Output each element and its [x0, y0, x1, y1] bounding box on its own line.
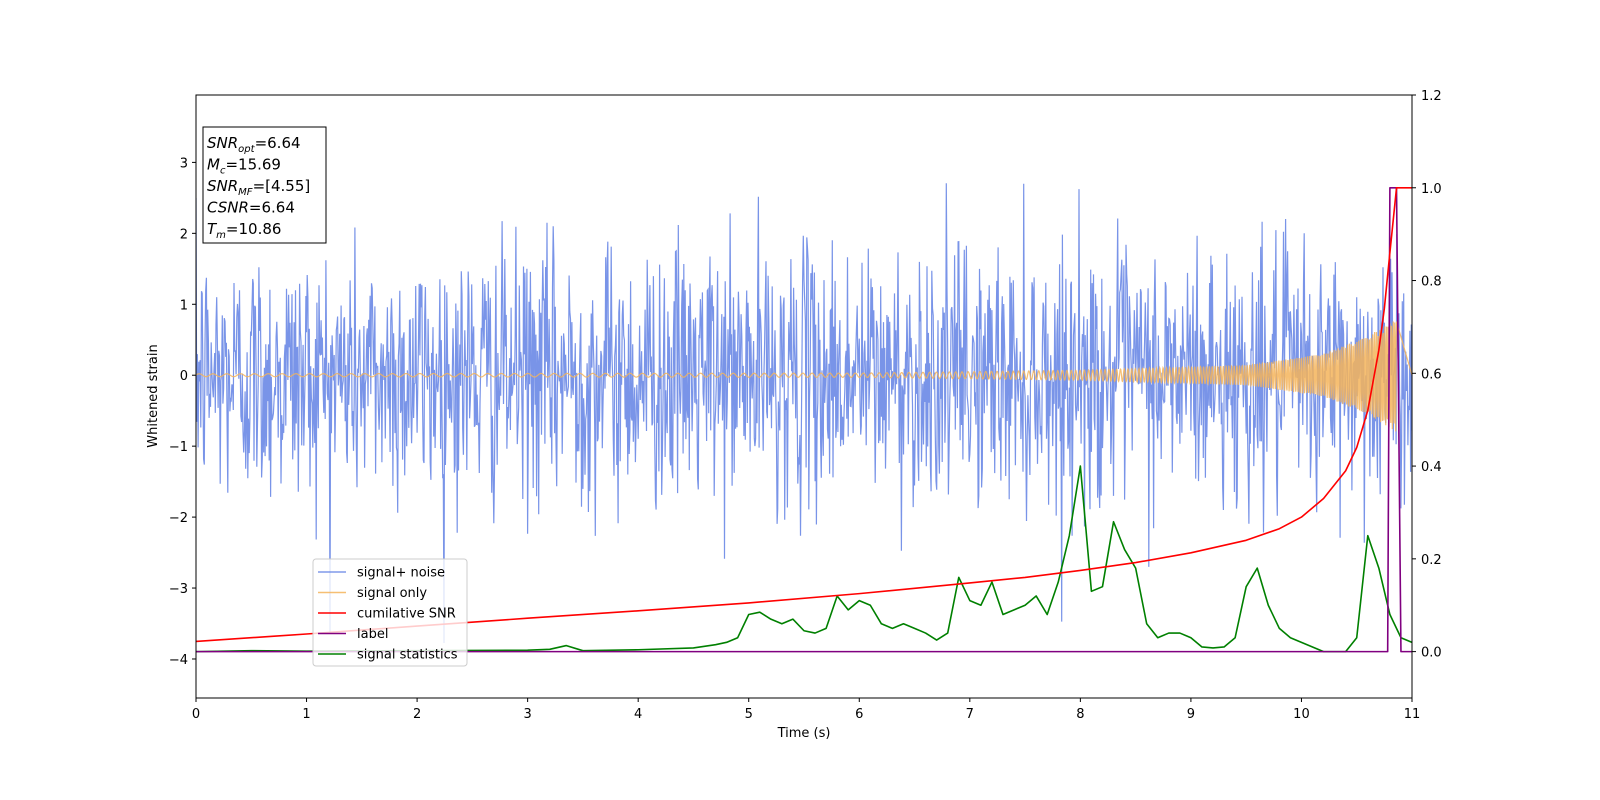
y2-tick-label: 0.6 — [1421, 367, 1442, 382]
series-line-label — [196, 186, 1412, 653]
x-tick-label: 5 — [745, 707, 753, 722]
plot-frame — [195, 94, 1413, 699]
x-tick-label: 4 — [634, 707, 642, 722]
x-tick-label: 0 — [192, 707, 200, 722]
y-tick-label: −4 — [169, 653, 188, 668]
series-line-signal-statistics — [196, 465, 1412, 653]
info-box: SNRopt=6.64Mc=15.69SNRMF=[4.55]CSNR=6.64… — [202, 126, 327, 244]
y2-tick-label: 0.8 — [1421, 275, 1442, 290]
info-line: Tm=10.86 — [207, 220, 281, 241]
info-line: CSNR=6.64 — [207, 199, 295, 217]
info-line: SNRopt=6.64 — [207, 134, 301, 155]
y-tick-label: 1 — [180, 298, 188, 313]
legend-label: signal only — [357, 586, 427, 601]
legend-label: label — [357, 627, 388, 642]
x-tick-label: 3 — [523, 707, 531, 722]
x-tick-label: 11 — [1404, 707, 1421, 722]
y-tick-label: −1 — [169, 440, 188, 455]
legend-label: signal+ noise — [357, 566, 445, 581]
y-tick-label: 0 — [180, 369, 188, 384]
y-axis-label: Whitened strain — [146, 344, 161, 447]
y-tick-label: −3 — [169, 582, 188, 597]
y2-tick-label: 0.4 — [1421, 460, 1442, 475]
x-axis-label: Time (s) — [777, 726, 831, 741]
series-line-signal-only — [196, 321, 1412, 432]
y2-tick-label: 1.0 — [1421, 182, 1442, 197]
x-tick-label: 7 — [966, 707, 974, 722]
x-tick-label: 6 — [855, 707, 863, 722]
y2-tick-label: 0.2 — [1421, 553, 1442, 568]
x-tick-label: 2 — [413, 707, 421, 722]
x-tick-label: 9 — [1187, 707, 1195, 722]
y-tick-label: 2 — [180, 227, 188, 242]
y2-tick-label: 0.0 — [1421, 646, 1442, 661]
series-line-signal-noise — [196, 183, 1412, 644]
info-line: SNRMF=[4.55] — [207, 177, 310, 198]
legend-label: signal statistics — [357, 648, 458, 663]
x-tick-label: 8 — [1076, 707, 1084, 722]
info-box-frame — [202, 126, 327, 244]
y-tick-label: 3 — [180, 156, 188, 171]
x-tick-label: 10 — [1293, 707, 1310, 722]
legend-frame — [312, 558, 468, 667]
x-tick-label: 1 — [302, 707, 310, 722]
legend: signal+ noise signal only cumilative SNR la… — [312, 558, 468, 667]
legend-label: cumilative SNR — [357, 607, 456, 622]
info-line: Mc=15.69 — [207, 156, 281, 177]
y-tick-label: −2 — [169, 511, 188, 526]
y2-tick-label: 1.2 — [1421, 89, 1442, 104]
series-line-cumulative-snr — [196, 186, 1412, 643]
